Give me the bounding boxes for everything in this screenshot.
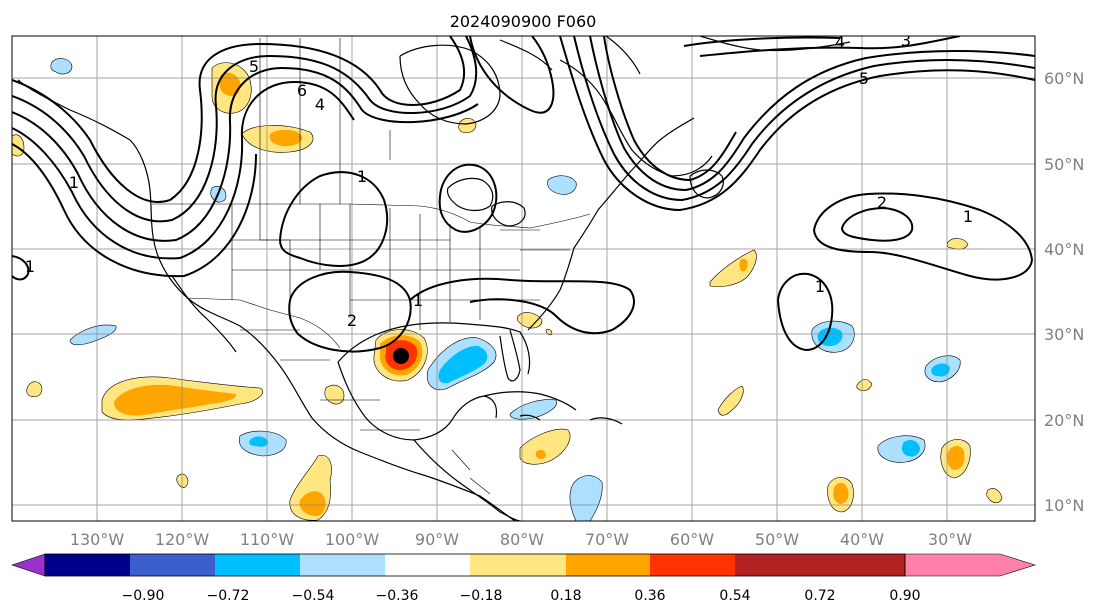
lon-label: 50°W bbox=[755, 530, 799, 549]
atlantic-orange-d bbox=[947, 446, 965, 470]
political-borders bbox=[152, 38, 591, 495]
gulf-blue-core bbox=[438, 345, 488, 384]
colorbar-frame bbox=[44, 553, 906, 577]
lon-label: 70°W bbox=[585, 530, 629, 549]
lat-label: 40°N bbox=[1044, 240, 1084, 259]
atlantic-orange-a bbox=[739, 258, 748, 272]
colorbar-bin bbox=[650, 554, 735, 576]
pacific-orange-core bbox=[114, 384, 237, 416]
hudson-yellow-small bbox=[458, 118, 477, 134]
lat-label: 30°N bbox=[1044, 325, 1084, 344]
hurricane-eye bbox=[393, 348, 409, 364]
lon-label: 110°W bbox=[240, 530, 295, 549]
canada-orange-region-b bbox=[269, 129, 303, 146]
caribbean-yellow bbox=[519, 428, 571, 465]
lon-label: 130°W bbox=[70, 530, 125, 549]
contour-label: 1 bbox=[357, 167, 367, 186]
caribbean-orange bbox=[536, 449, 546, 459]
colorbar-bin bbox=[45, 554, 130, 576]
atlantic-yellow-c bbox=[717, 385, 744, 416]
colorbar-tick-label: 0.36 bbox=[634, 588, 665, 604]
quebec-blue-small bbox=[547, 175, 577, 195]
colorbar-tick-label: 0.18 bbox=[550, 588, 581, 604]
caribbean-blue-b bbox=[569, 475, 603, 521]
contour-lines bbox=[12, 36, 1035, 353]
contour-label: 1 bbox=[413, 291, 423, 310]
epac-blue-core bbox=[249, 436, 268, 447]
graticule bbox=[12, 36, 1035, 521]
colorbar-tick-label: −0.18 bbox=[460, 588, 503, 604]
colorbar-bin bbox=[385, 554, 470, 576]
lon-label: 100°W bbox=[325, 530, 380, 549]
lat-label: 50°N bbox=[1044, 155, 1084, 174]
colorbar-bin bbox=[566, 554, 650, 576]
colorbar-bin bbox=[130, 554, 215, 576]
lon-label: 40°W bbox=[840, 530, 884, 549]
colorbar-bin bbox=[470, 554, 566, 576]
contour-label: 6 bbox=[297, 81, 307, 100]
contour-label: 1 bbox=[815, 277, 825, 296]
pacific-yellow-small bbox=[26, 381, 43, 398]
colorbar-extend-left bbox=[11, 553, 46, 577]
contour-labels: 5 6 4 4 3 5 1 2 1 2 1 1 1 1 bbox=[25, 31, 973, 330]
colorbar-bin bbox=[820, 554, 905, 576]
westcoast-blue-small bbox=[50, 58, 73, 75]
contour-label: 2 bbox=[347, 311, 357, 330]
colorbar-tick-label: −0.72 bbox=[207, 588, 250, 604]
colorbar-bin bbox=[215, 554, 300, 576]
figure-title: 2024090900 F060 bbox=[450, 12, 597, 31]
contour-label: 1 bbox=[69, 173, 79, 192]
longitude-labels: 130°W 120°W 110°W 100°W 90°W 80°W 70°W 6… bbox=[70, 530, 972, 549]
contour-label: 2 bbox=[877, 193, 887, 212]
florida-yellow bbox=[516, 312, 543, 329]
colorbar-bin bbox=[735, 554, 820, 576]
lon-label: 80°W bbox=[500, 530, 544, 549]
pacific-blue-small bbox=[69, 324, 117, 346]
contour-label: 4 bbox=[315, 95, 325, 114]
coastlines bbox=[17, 36, 851, 521]
colorbar-tick-label: 0.90 bbox=[889, 588, 920, 604]
shaded-field bbox=[12, 58, 1003, 521]
contour-label: 5 bbox=[859, 69, 869, 88]
lon-label: 30°W bbox=[928, 530, 972, 549]
lat-label: 20°N bbox=[1044, 411, 1084, 430]
epac-small-yellow bbox=[324, 384, 345, 405]
atlantic-blue-b-core bbox=[931, 363, 950, 377]
colorbar-ticks: −0.90 −0.72 −0.54 −0.36 −0.18 0.18 0.36 … bbox=[122, 588, 921, 604]
colorbar-extend-right bbox=[904, 553, 1037, 577]
colorbar-tick-label: −0.54 bbox=[292, 588, 335, 604]
colorbar-bin bbox=[300, 554, 385, 576]
lat-label: 10°N bbox=[1044, 496, 1084, 515]
lon-label: 60°W bbox=[670, 530, 714, 549]
latitude-labels: 60°N 50°N 40°N 30°N 20°N 10°N bbox=[1044, 69, 1084, 515]
map-frame bbox=[11, 35, 1036, 522]
contour-label: 1 bbox=[25, 257, 35, 276]
lon-label: 120°W bbox=[155, 530, 210, 549]
contour-label: 5 bbox=[249, 57, 259, 76]
contour-label: 3 bbox=[901, 31, 911, 50]
contour-label: 1 bbox=[963, 207, 973, 226]
atlantic-yellow-tiny bbox=[856, 379, 873, 392]
lon-label: 90°W bbox=[415, 530, 459, 549]
map-panel: 5 6 4 4 3 5 1 2 1 2 1 1 1 1 bbox=[11, 31, 1036, 522]
colorbar-tick-label: 0.54 bbox=[719, 588, 750, 604]
colorbar-tick-label: 0.72 bbox=[804, 588, 835, 604]
colorbar-tick-label: −0.36 bbox=[376, 588, 419, 604]
lat-label: 60°N bbox=[1044, 69, 1084, 88]
contour-label: 4 bbox=[835, 33, 845, 52]
colorbar-tick-label: −0.90 bbox=[122, 588, 165, 604]
epac-orange-region bbox=[299, 491, 326, 516]
atlantic-yellow-f bbox=[986, 488, 1003, 504]
colorbar: −0.90 −0.72 −0.54 −0.36 −0.18 0.18 0.36 … bbox=[11, 553, 1037, 604]
atlantic-orange-e bbox=[833, 482, 849, 504]
atlantic-blue-c-core bbox=[901, 440, 920, 457]
